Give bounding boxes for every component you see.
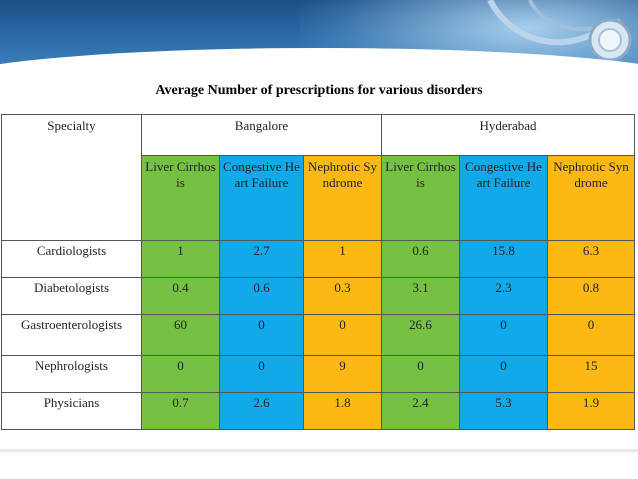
value-cell: 26.6 [381, 314, 460, 356]
value-cell: 1.9 [547, 392, 635, 430]
specialty-cell: Cardiologists [1, 240, 142, 278]
value-cell: 0 [141, 355, 220, 393]
value-cell: 0.7 [141, 392, 220, 430]
value-cell: 60 [141, 314, 220, 356]
header-row: Specialty Bangalore Hyderabad [1, 114, 635, 241]
value-cell: 3.1 [381, 277, 460, 315]
banner-curve [0, 48, 638, 78]
specialty-cell: Physicians [1, 392, 142, 430]
subheader-cell: Congestive Heart Failure [459, 155, 548, 241]
subheader-cell: Liver Cirrhosis [381, 155, 460, 241]
value-cell: 0.6 [381, 240, 460, 278]
value-cell: 0.8 [547, 277, 635, 315]
hyderabad-header: Hyderabad [381, 114, 635, 156]
value-cell: 15.8 [459, 240, 548, 278]
subheader-row: Liver Cirrhosis Congestive Heart Failure… [2, 155, 635, 241]
bangalore-header: Bangalore [141, 114, 382, 156]
subheader-cell: Nephrotic Syndrome [303, 155, 382, 241]
table-row: Cardiologists 1 2.7 1 0.6 15.8 6.3 [1, 240, 635, 278]
value-cell: 2.3 [459, 277, 548, 315]
value-cell: 0 [459, 314, 548, 356]
subheader-cell: Congestive Heart Failure [219, 155, 304, 241]
value-cell: 0.6 [219, 277, 304, 315]
value-cell: 2.7 [219, 240, 304, 278]
value-cell: 0 [219, 355, 304, 393]
table-row: Gastroenterologists 60 0 0 26.6 0 0 [1, 314, 635, 356]
value-cell: 15 [547, 355, 635, 393]
specialty-header: Specialty [1, 114, 142, 241]
table-row: Physicians 0.7 2.6 1.8 2.4 5.3 1.9 [1, 392, 635, 430]
specialty-cell: Gastroenterologists [1, 314, 142, 356]
subheader-cell: Nephrotic Syndrome [547, 155, 635, 241]
value-cell: 0 [547, 314, 635, 356]
prescriptions-table: Specialty Bangalore Hyderabad Liver Cirr… [1, 114, 635, 430]
specialty-cell: Diabetologists [1, 277, 142, 315]
specialty-cell: Nephrologists [1, 355, 142, 393]
value-cell: 0 [381, 355, 460, 393]
value-cell: 0.4 [141, 277, 220, 315]
table-row: Diabetologists 0.4 0.6 0.3 3.1 2.3 0.8 [1, 277, 635, 315]
value-cell: 1 [303, 240, 382, 278]
value-cell: 5.3 [459, 392, 548, 430]
value-cell: 2.6 [219, 392, 304, 430]
page-title: Average Number of prescriptions for vari… [155, 83, 483, 98]
value-cell: 9 [303, 355, 382, 393]
table-row: Nephrologists 0 0 9 0 0 15 [1, 355, 635, 393]
value-cell: 0 [219, 314, 304, 356]
value-cell: 0.3 [303, 277, 382, 315]
value-cell: 0 [303, 314, 382, 356]
value-cell: 2.4 [381, 392, 460, 430]
footer-divider [0, 449, 638, 452]
value-cell: 0 [459, 355, 548, 393]
value-cell: 1.8 [303, 392, 382, 430]
header-banner [0, 0, 638, 78]
value-cell: 1 [141, 240, 220, 278]
stethoscope-icon [487, 0, 632, 62]
subheader-cell: Liver Cirrhosis [141, 155, 220, 241]
value-cell: 6.3 [547, 240, 635, 278]
